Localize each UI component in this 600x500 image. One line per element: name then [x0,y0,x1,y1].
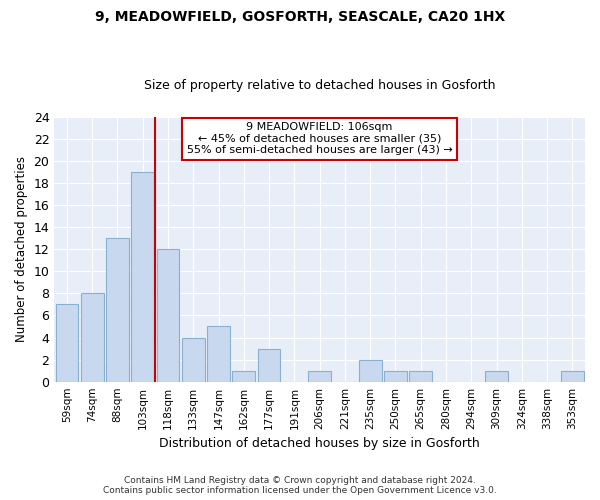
Text: Contains HM Land Registry data © Crown copyright and database right 2024.
Contai: Contains HM Land Registry data © Crown c… [103,476,497,495]
Bar [232,370,255,382]
Bar [485,370,508,382]
Bar [384,370,407,382]
Bar [308,370,331,382]
Bar [359,360,382,382]
Bar [131,172,154,382]
Title: Size of property relative to detached houses in Gosforth: Size of property relative to detached ho… [144,79,496,92]
X-axis label: Distribution of detached houses by size in Gosforth: Distribution of detached houses by size … [159,437,480,450]
Bar [157,249,179,382]
Bar [81,294,104,382]
Bar [182,338,205,382]
Text: 9 MEADOWFIELD: 106sqm
← 45% of detached houses are smaller (35)
55% of semi-deta: 9 MEADOWFIELD: 106sqm ← 45% of detached … [187,122,452,156]
Bar [56,304,78,382]
Bar [561,370,584,382]
Bar [106,238,129,382]
Bar [207,326,230,382]
Bar [258,348,280,382]
Text: 9, MEADOWFIELD, GOSFORTH, SEASCALE, CA20 1HX: 9, MEADOWFIELD, GOSFORTH, SEASCALE, CA20… [95,10,505,24]
Bar [409,370,432,382]
Y-axis label: Number of detached properties: Number of detached properties [15,156,28,342]
